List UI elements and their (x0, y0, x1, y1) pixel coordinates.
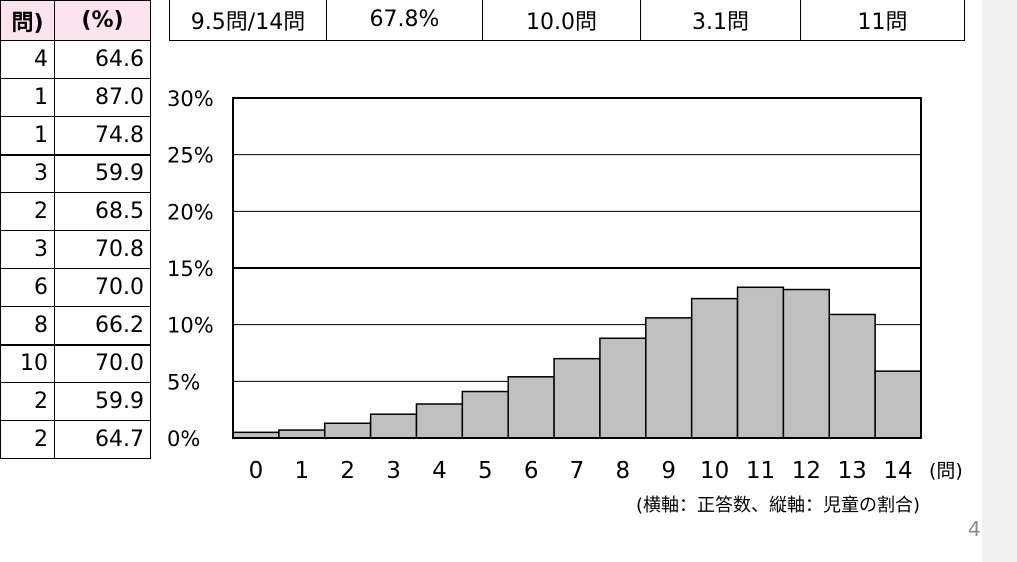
plot-area-frame (232, 97, 922, 439)
y-tick-label: 30% (167, 87, 214, 111)
stat-cell: 11問 (800, 0, 965, 41)
table-cell: 68.5 (54, 192, 151, 231)
bar-12 (782, 288, 831, 439)
bar-10 (690, 297, 739, 439)
page-side-strip (982, 0, 1017, 562)
x-tick-label: 2 (340, 458, 355, 484)
table-row: 6 70.0 (0, 268, 151, 307)
bar-2 (323, 422, 372, 439)
x-axis-unit-label: (問) (929, 460, 963, 482)
bar-1 (278, 429, 326, 439)
table-row: 1 74.8 (0, 116, 151, 155)
summary-stats-table: 9.5問/14問 67.8% 10.0問 3.1問 11問 (169, 0, 965, 41)
table-cell: 59.9 (54, 153, 151, 193)
x-tick-label: 9 (661, 458, 676, 484)
bar-9 (645, 317, 693, 439)
table-cell: 64.7 (54, 420, 151, 459)
x-tick-label: 11 (746, 458, 775, 484)
x-tick-label: 6 (524, 458, 539, 484)
bar-5 (461, 390, 509, 439)
table-row: 8 66.2 (0, 306, 151, 345)
table-cell: 2 (0, 420, 55, 459)
x-tick-label: 3 (386, 458, 401, 484)
table-row: 3 70.8 (0, 230, 151, 269)
table-row: 2 68.5 (0, 192, 151, 231)
x-tick-label: 4 (432, 458, 447, 484)
table-header-row: 問) (%) (0, 0, 151, 41)
x-tick-label: 13 (838, 458, 867, 484)
x-tick-label: 12 (792, 458, 821, 484)
table-row: 2 59.9 (0, 382, 151, 421)
bar-3 (369, 413, 418, 439)
column-header: 問) (0, 0, 55, 41)
table-row: 9.5問/14問 67.8% 10.0問 3.1問 11問 (169, 0, 965, 41)
y-tick-label: 25% (167, 144, 214, 168)
table-cell: 8 (0, 306, 55, 345)
x-tick-label: 10 (700, 458, 729, 484)
bar-4 (415, 403, 464, 439)
table-row: 2 64.7 (0, 420, 151, 459)
stat-cell: 9.5問/14問 (169, 0, 327, 41)
table-cell: 3 (0, 230, 55, 269)
table-row: 3 59.9 (0, 153, 151, 193)
x-tick-label: 0 (249, 458, 264, 484)
y-tick-label: 0% (167, 427, 200, 451)
item-results-table: 問) (%) 4 64.6 1 87.0 1 74.8 3 59.9 2 68.5 3 70… (0, 0, 151, 459)
stat-cell: 67.8% (326, 0, 483, 41)
x-tick-label: 14 (883, 458, 912, 484)
axis-description-note: (横軸：正答数、縦軸：児童の割合) (636, 495, 920, 516)
x-tick-label: 8 (616, 458, 631, 484)
y-tick-label: 20% (167, 200, 214, 224)
y-tick-label: 5% (167, 370, 200, 394)
bar-7 (553, 357, 601, 439)
table-cell: 87.0 (54, 78, 151, 117)
table-cell: 59.9 (54, 382, 151, 421)
stat-cell: 10.0問 (482, 0, 641, 41)
table-cell: 10 (0, 343, 55, 383)
x-tick-label: 1 (294, 458, 309, 484)
table-cell: 1 (0, 116, 55, 155)
table-cell: 74.8 (54, 116, 151, 155)
x-tick-label: 7 (570, 458, 585, 484)
column-header: (%) (54, 0, 151, 41)
bar-8 (599, 337, 647, 439)
table-cell: 2 (0, 192, 55, 231)
bar-6 (507, 376, 555, 439)
table-cell: 66.2 (54, 306, 151, 345)
bar-13 (828, 313, 876, 439)
x-tick-label: 5 (478, 458, 493, 484)
bar-11 (736, 286, 785, 439)
page-number: 4 (968, 517, 981, 541)
y-tick-label: 15% (167, 257, 214, 281)
bar-14 (874, 370, 922, 439)
y-tick-label: 10% (167, 314, 214, 338)
table-cell: 70.0 (54, 268, 151, 307)
stat-cell: 3.1問 (640, 0, 801, 41)
table-cell: 70.8 (54, 230, 151, 269)
